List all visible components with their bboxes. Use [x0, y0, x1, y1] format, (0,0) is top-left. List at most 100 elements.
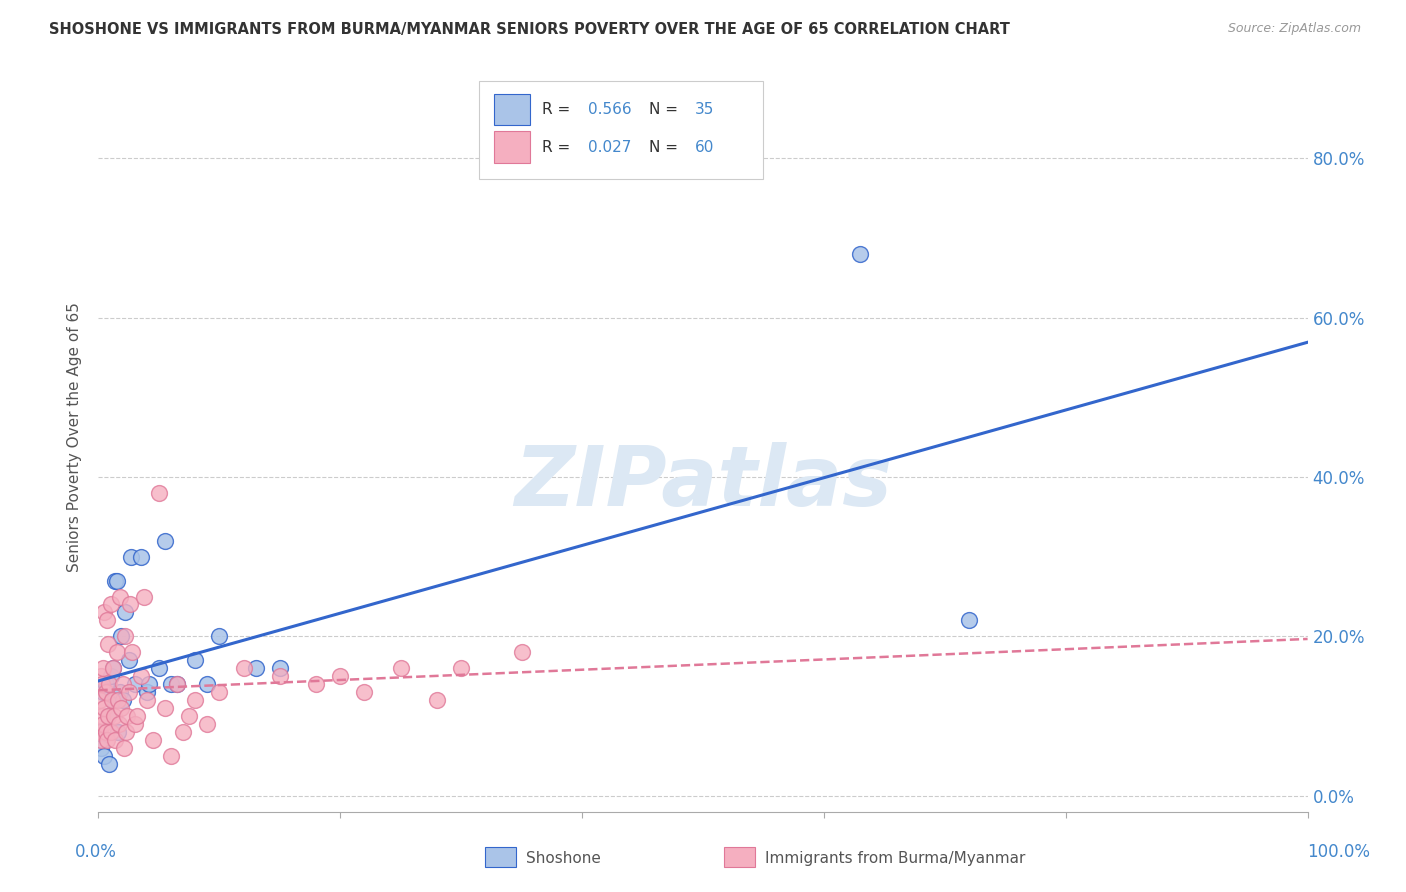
Text: ZIPatlas: ZIPatlas [515, 442, 891, 523]
Point [208, 685, 231, 699]
Point [450, 661, 472, 675]
Point [111, 677, 134, 691]
Point [957, 614, 980, 628]
Text: R =: R = [543, 103, 575, 117]
Point [129, 669, 152, 683]
Point [100, 725, 122, 739]
Point [97, 637, 120, 651]
Point [98, 756, 121, 771]
Text: 100.0%: 100.0% [1308, 843, 1369, 861]
Point [89, 693, 111, 707]
Point [153, 533, 176, 548]
Point [100, 693, 122, 707]
Point [329, 669, 352, 683]
Point [100, 669, 122, 683]
Point [184, 693, 207, 707]
Point [124, 717, 146, 731]
Text: R =: R = [543, 140, 575, 154]
Text: 60: 60 [695, 140, 714, 154]
Point [96, 614, 118, 628]
Point [426, 693, 449, 707]
Point [269, 669, 291, 683]
Point [121, 645, 143, 659]
Point [105, 574, 128, 588]
Point [849, 246, 872, 260]
Text: 0.027: 0.027 [588, 140, 631, 154]
Point [232, 661, 254, 675]
Point [135, 693, 157, 707]
Point [103, 709, 125, 723]
Point [108, 685, 131, 699]
Point [389, 661, 412, 675]
Point [148, 661, 170, 675]
Point [93, 606, 115, 620]
Point [93, 748, 115, 763]
Point [195, 677, 218, 691]
Point [104, 733, 127, 747]
Point [112, 741, 135, 756]
Point [91, 661, 114, 675]
Point [101, 661, 124, 675]
Point [89, 725, 111, 739]
Point [107, 693, 129, 707]
Point [100, 598, 122, 612]
Point [96, 733, 118, 747]
Point [120, 549, 142, 564]
Text: 0.0%: 0.0% [75, 843, 117, 861]
Point [118, 598, 141, 612]
Point [90, 669, 112, 683]
Point [90, 733, 112, 747]
Point [166, 677, 188, 691]
Text: N =: N = [648, 140, 682, 154]
Point [129, 549, 152, 564]
Point [90, 741, 112, 756]
Text: N =: N = [648, 103, 682, 117]
Point [91, 709, 114, 723]
Point [134, 590, 156, 604]
Point [148, 486, 170, 500]
Text: Shoshone: Shoshone [526, 851, 600, 865]
Point [127, 709, 149, 723]
Point [510, 645, 533, 659]
Point [110, 701, 132, 715]
Point [105, 645, 128, 659]
Point [305, 677, 328, 691]
Point [94, 685, 117, 699]
Point [353, 685, 375, 699]
FancyBboxPatch shape [479, 81, 763, 178]
Point [91, 685, 114, 699]
Point [101, 661, 124, 675]
Point [91, 677, 114, 691]
Point [153, 701, 176, 715]
Point [97, 709, 120, 723]
Point [124, 677, 146, 691]
Point [91, 717, 114, 731]
Point [110, 629, 132, 643]
Point [108, 717, 131, 731]
Point [160, 748, 183, 763]
Y-axis label: Seniors Poverty Over the Age of 65: Seniors Poverty Over the Age of 65 [67, 302, 83, 572]
Point [97, 709, 120, 723]
Point [138, 677, 160, 691]
Point [135, 685, 157, 699]
Point [98, 677, 121, 691]
Text: Source: ZipAtlas.com: Source: ZipAtlas.com [1227, 22, 1361, 36]
Point [118, 685, 141, 699]
Point [208, 629, 231, 643]
Point [114, 606, 136, 620]
Text: 0.566: 0.566 [588, 103, 631, 117]
Point [184, 653, 207, 667]
Point [94, 677, 117, 691]
Point [166, 677, 188, 691]
Point [108, 590, 131, 604]
Point [114, 629, 136, 643]
Point [160, 677, 183, 691]
Point [93, 701, 115, 715]
Point [107, 725, 129, 739]
Point [103, 693, 125, 707]
Point [115, 725, 138, 739]
Point [245, 661, 267, 675]
FancyBboxPatch shape [494, 131, 530, 163]
Text: Immigrants from Burma/Myanmar: Immigrants from Burma/Myanmar [765, 851, 1025, 865]
Text: SHOSHONE VS IMMIGRANTS FROM BURMA/MYANMAR SENIORS POVERTY OVER THE AGE OF 65 COR: SHOSHONE VS IMMIGRANTS FROM BURMA/MYANMA… [49, 22, 1010, 37]
